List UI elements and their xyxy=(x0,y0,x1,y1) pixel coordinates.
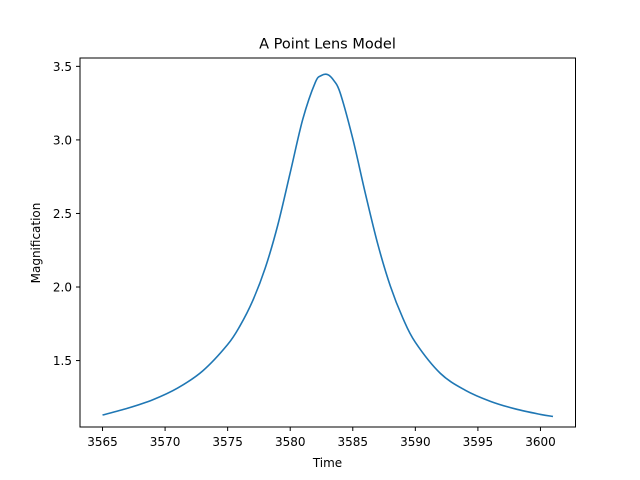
x-tick-label: 3570 xyxy=(150,435,181,449)
x-tick-label: 3575 xyxy=(212,435,243,449)
x-tick-label: 3600 xyxy=(525,435,556,449)
y-axis: 1.5 2.0 2.5 3.0 3.5 xyxy=(53,60,80,368)
chart-title: A Point Lens Model xyxy=(259,37,396,53)
x-axis-label: Time xyxy=(312,456,342,470)
x-tick-label: 3580 xyxy=(275,435,306,449)
y-tick-label: 3.5 xyxy=(53,60,72,74)
y-tick-label: 1.5 xyxy=(53,354,72,368)
x-tick-label: 3565 xyxy=(87,435,118,449)
plot-area xyxy=(79,57,576,428)
y-tick-label: 2.0 xyxy=(53,281,72,295)
y-tick-label: 2.5 xyxy=(53,207,72,221)
y-axis-label: Magnification xyxy=(29,203,43,284)
y-tick-label: 3.0 xyxy=(53,133,72,147)
x-tick-label: 3590 xyxy=(400,435,431,449)
x-tick-label: 3595 xyxy=(463,435,494,449)
magnification-curve xyxy=(102,73,554,418)
x-tick-label: 3585 xyxy=(338,435,369,449)
plot-frame xyxy=(79,57,576,428)
x-axis: 3565 3570 3575 3580 3585 3590 3595 3600 xyxy=(87,427,556,449)
